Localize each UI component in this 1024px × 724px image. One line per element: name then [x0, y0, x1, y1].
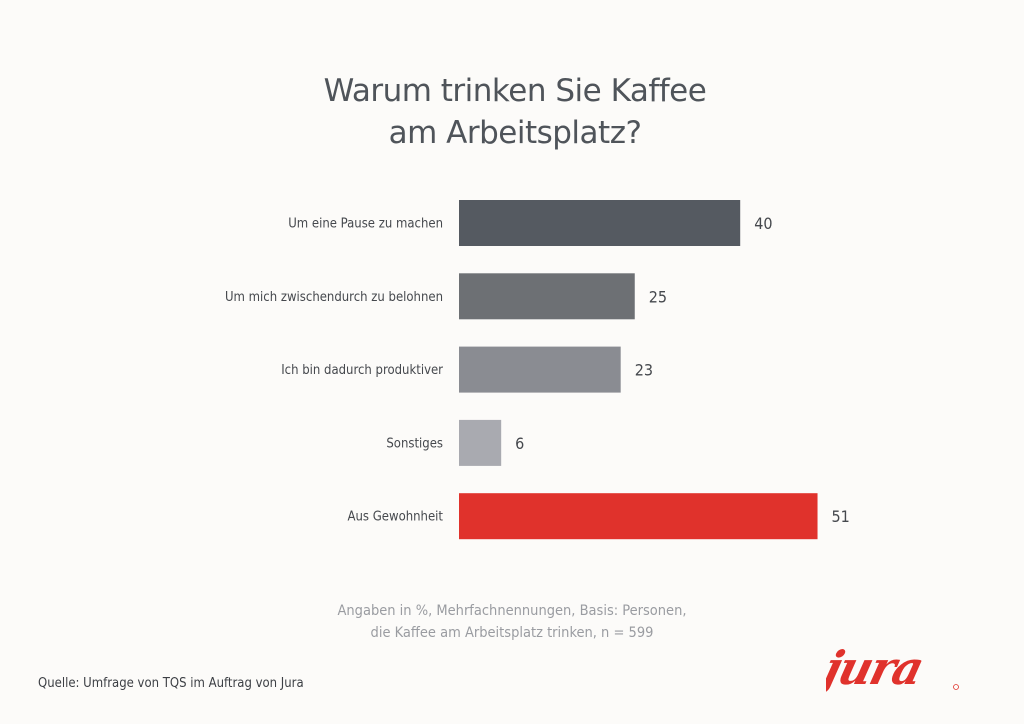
svg-text:jura: jura [826, 642, 928, 696]
category-label: Um mich zwischendurch zu belohnen [225, 290, 443, 305]
bar-4 [459, 493, 818, 540]
chart-footnote: Angaben in %, Mehrfachnennungen, Basis: … [0, 600, 1024, 644]
bar-1 [459, 273, 635, 320]
footnote-line-2: die Kaffee am Arbeitsplatz trinken, n = … [370, 625, 654, 641]
title-line-2: am Arbeitsplatz? [388, 115, 642, 151]
source-text: Quelle: Umfrage von TQS im Auftrag von J… [38, 676, 304, 691]
footnote-line-1: Angaben in %, Mehrfachnennungen, Basis: … [337, 603, 687, 619]
value-label: 23 [635, 361, 653, 380]
chart-title: Warum trinken Sie Kaffee am Arbeitsplatz… [0, 70, 1024, 154]
value-label: 25 [649, 287, 667, 306]
bar-2 [459, 346, 621, 393]
category-label: Aus Gewohnheit [348, 510, 444, 525]
category-label: Um eine Pause zu machen [288, 217, 443, 232]
jura-logo: jura [826, 642, 959, 696]
bar-3 [459, 419, 502, 466]
title-line-1: Warum trinken Sie Kaffee [323, 73, 707, 109]
value-label: 6 [515, 434, 524, 453]
value-label: 40 [754, 214, 772, 233]
category-label: Sonstiges [386, 436, 443, 451]
bar-0 [459, 200, 741, 246]
value-label: 51 [832, 507, 850, 526]
category-label: Ich bin dadurch produktiver [281, 363, 443, 378]
